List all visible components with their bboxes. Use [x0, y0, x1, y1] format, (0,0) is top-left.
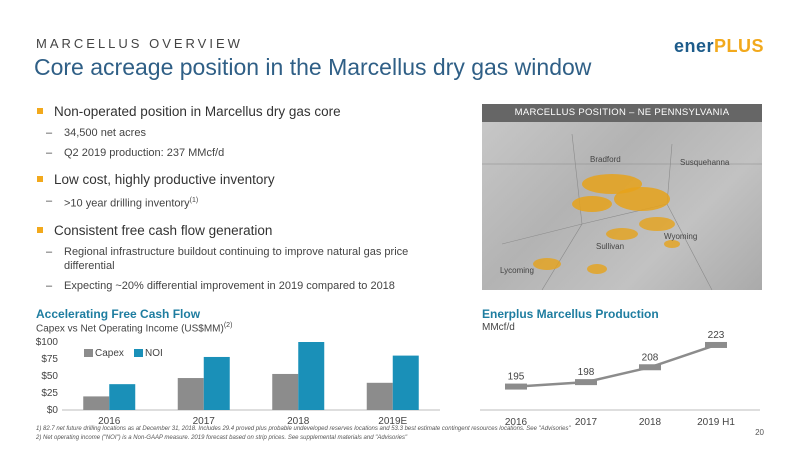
bar-capex [366, 382, 393, 410]
sub-bullet-item: Q2 2019 production: 237 MMcf/d [36, 146, 456, 160]
footnote-2: 2) Net operating income ("NOI") is a Non… [36, 435, 408, 441]
data-label: 198 [578, 367, 595, 378]
section-kicker: MARCELLUS OVERVIEW [36, 36, 243, 51]
x-tick-label: 2019E [378, 416, 407, 427]
left-chart-title: Accelerating Free Cash Flow [36, 307, 201, 321]
legend-swatch-noi [134, 349, 143, 357]
production-line-chart: 195 198 208 223 2016 2017 2018 2019 H1 [480, 330, 760, 428]
map-title: MARCELLUS POSITION – NE PENNSYLVANIA [482, 104, 762, 122]
legend-label-capex: Capex [95, 348, 124, 359]
x-tick-label: 2019 H1 [697, 417, 735, 428]
sub-bullet-item: >10 year drilling inventory(1) [36, 194, 456, 211]
footnote-1: 1) 82.7 net future drilling locations as… [36, 426, 571, 432]
y-tick-label: $50 [41, 371, 58, 382]
sub-bullet-item: Expecting ~20% differential improvement … [36, 279, 456, 293]
data-point-marker [705, 341, 727, 348]
y-tick-label: $100 [36, 337, 59, 348]
right-chart-subtitle: MMcf/d [482, 322, 515, 333]
map-label-lycoming: Lycoming [500, 266, 534, 275]
x-tick-label: 2016 [98, 416, 121, 427]
bar-noi [203, 356, 230, 410]
bar-noi [392, 355, 419, 410]
capex-noi-bar-chart: $0 $25 $50 $75 $100 2016 2017 2018 2019E Capex NOI [36, 337, 440, 427]
bar-noi [298, 342, 325, 410]
legend-swatch-capex [84, 349, 93, 357]
data-label: 208 [642, 352, 659, 363]
legend-label-noi: NOI [145, 348, 163, 359]
x-tick-label: 2017 [575, 417, 598, 428]
y-tick-label: $75 [41, 354, 58, 365]
y-tick-label: $25 [41, 388, 58, 399]
data-label: 195 [508, 372, 525, 383]
data-point-marker [575, 379, 597, 386]
map-label-susquehanna: Susquehanna [680, 158, 730, 167]
right-chart-title: Enerplus Marcellus Production [482, 307, 659, 321]
bullet-item: Non-operated position in Marcellus dry g… [36, 104, 456, 119]
x-tick-label: 2018 [639, 417, 662, 428]
data-point-marker [505, 383, 527, 390]
bar-capex [272, 373, 299, 410]
page-title: Core acreage position in the Marcellus d… [34, 54, 592, 80]
page-number: 20 [755, 428, 764, 437]
marcellus-map: MARCELLUS POSITION – NE PENNSYLVANIA Bra… [482, 104, 762, 290]
bullet-list: Non-operated position in Marcellus dry g… [36, 104, 456, 299]
bullet-item: Low cost, highly productive inventory [36, 172, 456, 187]
footnote-ref: (1) [189, 197, 199, 204]
bar-noi [109, 384, 136, 410]
bullet-item: Consistent free cash flow generation [36, 223, 456, 238]
map-label-wyoming: Wyoming [664, 232, 698, 241]
map-label-bradford: Bradford [590, 155, 621, 164]
x-tick-label: 2018 [287, 416, 310, 427]
data-point-marker [639, 364, 661, 371]
y-tick-label: $0 [47, 405, 59, 416]
x-tick-label: 2017 [193, 416, 216, 427]
sub-bullet-item: Regional infrastructure buildout continu… [36, 245, 456, 273]
x-tick-label: 2016 [505, 417, 528, 428]
production-line [515, 343, 717, 388]
left-chart-subtitle: Capex vs Net Operating Income (US$MM)(2) [36, 322, 233, 335]
bar-capex [177, 378, 204, 410]
sub-bullet-item: 34,500 net acres [36, 126, 456, 140]
map-label-sullivan: Sullivan [596, 242, 625, 251]
enerplus-logo: enerPLUS [673, 36, 764, 56]
bar-capex [83, 396, 110, 410]
map-graphic [482, 133, 762, 290]
data-label: 223 [708, 330, 725, 341]
